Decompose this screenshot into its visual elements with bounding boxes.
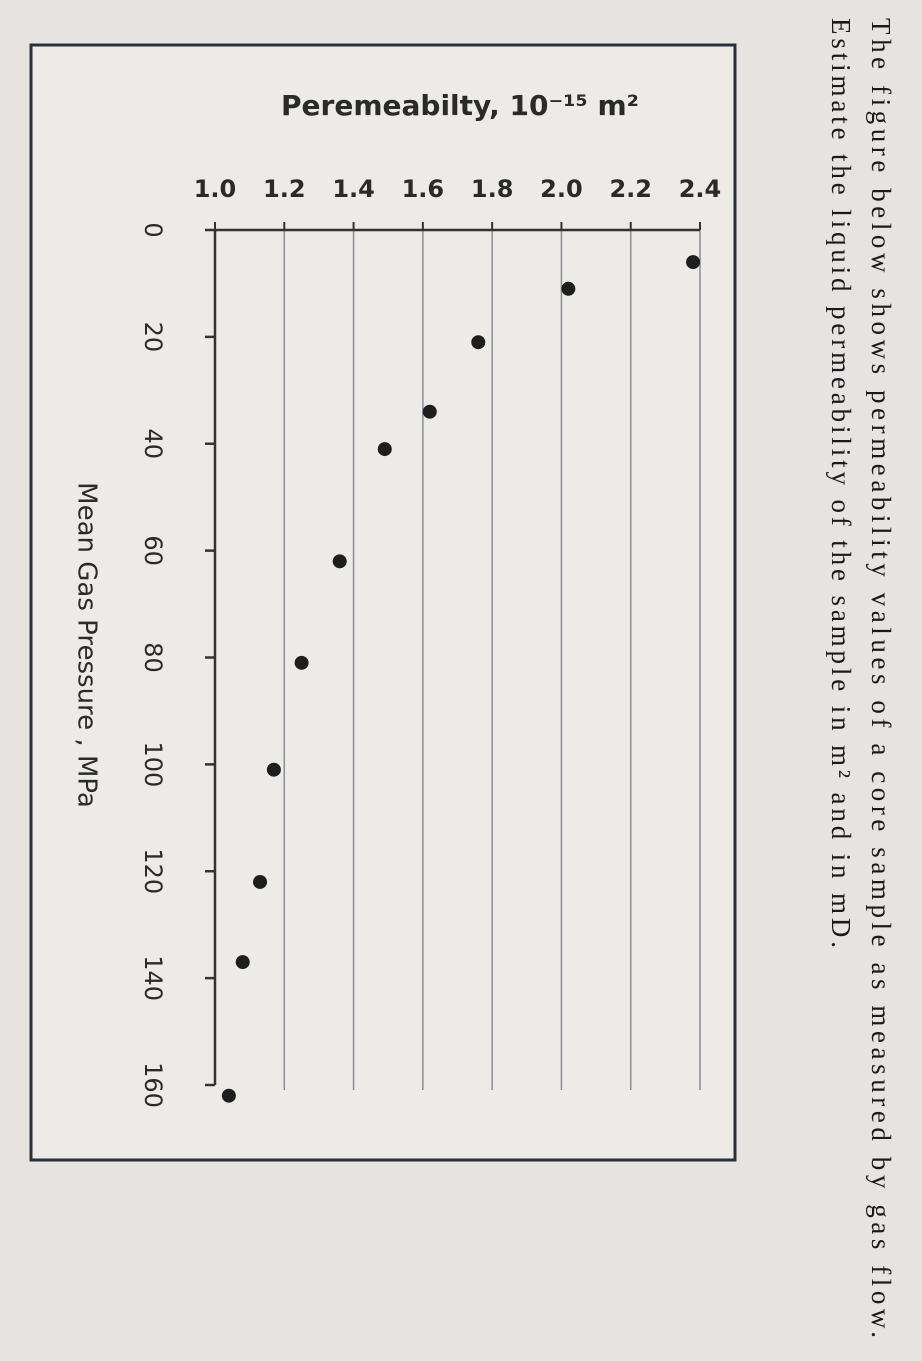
x-tick-label: 80: [139, 642, 167, 673]
y-tick-label: 2.2: [609, 175, 652, 203]
data-point: [686, 255, 701, 270]
x-tick-label: 160: [139, 1062, 167, 1108]
data-point: [377, 442, 392, 457]
data-point: [294, 655, 309, 670]
y-tick-label: 1.6: [402, 175, 445, 203]
x-tick-label: 120: [139, 848, 167, 894]
y-tick-label: 1.2: [263, 175, 306, 203]
x-tick-label: 60: [139, 535, 167, 566]
y-tick-label: 1.8: [471, 175, 514, 203]
x-tick-label: 140: [139, 955, 167, 1001]
y-axis-title: Peremeabilty, 10⁻¹⁵ m²: [281, 89, 639, 122]
data-point: [471, 335, 486, 350]
y-tick-label: 2.4: [679, 175, 722, 203]
data-point: [253, 874, 268, 889]
data-point: [332, 554, 347, 569]
question-line: The figure below shows permeability valu…: [866, 18, 896, 1338]
data-point: [221, 1088, 236, 1103]
x-axis-title: Mean Gas Pressure , MPa: [72, 482, 102, 808]
x-tick-label: 40: [139, 428, 167, 459]
data-point: [561, 281, 576, 296]
figure-frame: [29, 43, 737, 1162]
y-tick-label: 2.0: [540, 175, 583, 203]
data-point: [422, 404, 437, 419]
y-tick-label: 1.0: [194, 175, 237, 203]
x-tick-label: 100: [139, 741, 167, 787]
data-point: [235, 955, 250, 970]
x-tick-label: 0: [139, 222, 167, 237]
y-tick-label: 1.4: [332, 175, 375, 203]
question-line: Estimate the liquid permeability of the …: [826, 18, 856, 948]
data-point: [266, 762, 281, 777]
x-tick-label: 20: [139, 322, 167, 353]
